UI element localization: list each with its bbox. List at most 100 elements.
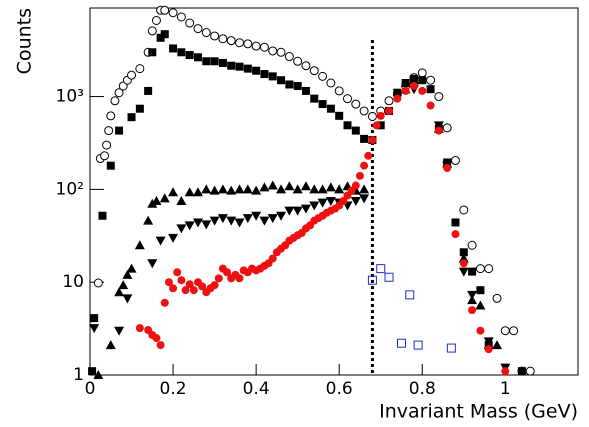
data-point (93, 278, 103, 288)
data-point (192, 187, 203, 197)
data-point (185, 51, 194, 60)
plot-frame (89, 7, 579, 376)
data-point (492, 293, 502, 303)
data-point (276, 211, 287, 221)
data-point (100, 151, 110, 161)
data-point (210, 31, 220, 41)
data-point (252, 66, 261, 75)
data-point (417, 68, 427, 78)
data-point (185, 280, 194, 289)
data-point (160, 298, 169, 307)
data-point (483, 337, 494, 347)
data-point (408, 75, 419, 85)
data-point (201, 28, 211, 38)
data-point (268, 46, 278, 56)
x-tick-label: 0.8 (409, 379, 436, 399)
data-point (334, 86, 344, 96)
data-point (110, 96, 120, 106)
data-point (401, 86, 410, 95)
data-point (126, 263, 137, 273)
data-point (235, 38, 245, 48)
data-point (325, 196, 336, 206)
data-point (300, 204, 311, 214)
data-point (176, 195, 187, 205)
data-point (173, 268, 182, 277)
data-point (342, 94, 352, 104)
data-point (451, 230, 460, 239)
y-tick-label: 10² (56, 179, 84, 199)
data-point (368, 136, 377, 145)
data-point (351, 181, 360, 190)
data-point (193, 24, 203, 34)
data-point (401, 79, 410, 88)
data-point (226, 185, 237, 195)
data-point (168, 8, 178, 18)
data-point (259, 42, 269, 52)
x-tick-label: 0.4 (243, 379, 270, 399)
data-point (276, 184, 287, 194)
data-point (434, 92, 444, 102)
data-point (147, 198, 158, 208)
x-tick-label: 0.6 (326, 379, 353, 399)
data-point (459, 259, 468, 268)
data-point (484, 345, 493, 354)
data-point (98, 211, 107, 220)
data-point (334, 184, 345, 194)
data-point (106, 111, 116, 121)
x-tick-label: 0.2 (160, 379, 187, 399)
data-point (122, 294, 133, 304)
data-point (446, 343, 456, 353)
data-point (500, 326, 510, 336)
data-point (127, 113, 136, 122)
data-point (468, 267, 477, 276)
data-point (259, 216, 270, 226)
data-point (484, 264, 494, 274)
data-point (242, 184, 253, 194)
data-point (284, 206, 295, 216)
data-point (318, 100, 327, 109)
data-point (226, 216, 237, 226)
data-point (268, 254, 277, 263)
data-point (367, 275, 377, 285)
data-point (301, 86, 310, 95)
data-point (351, 99, 361, 109)
data-point (426, 75, 436, 85)
data-point (89, 324, 100, 334)
data-point (156, 341, 165, 350)
data-point (105, 340, 116, 350)
data-point (242, 214, 253, 224)
data-point (209, 185, 220, 195)
data-point (267, 180, 278, 190)
data-point (251, 185, 262, 195)
data-point (376, 264, 386, 274)
data-point (88, 367, 97, 376)
data-point (93, 370, 104, 379)
data-point (201, 184, 212, 194)
data-point (292, 184, 303, 194)
data-point (509, 326, 519, 336)
data-point (226, 36, 236, 46)
data-point (284, 181, 295, 191)
data-point (418, 86, 427, 95)
data-point (169, 284, 178, 293)
data-point (268, 72, 277, 81)
y-axis-title: Counts (14, 8, 36, 74)
data-point (350, 196, 361, 206)
data-point (214, 274, 223, 283)
data-point (168, 233, 179, 243)
data-point (476, 286, 485, 295)
data-point (259, 182, 270, 192)
x-tick-label: 1 (500, 379, 511, 399)
data-point (459, 248, 468, 257)
data-point (433, 121, 444, 131)
data-point (243, 39, 253, 49)
data-point (476, 326, 485, 335)
data-point (326, 104, 335, 113)
data-point (160, 30, 169, 39)
data-point (468, 306, 477, 315)
data-point (409, 81, 418, 90)
data-point (351, 126, 360, 135)
data-point (317, 198, 328, 208)
data-point (251, 211, 262, 221)
data-point (459, 205, 469, 215)
